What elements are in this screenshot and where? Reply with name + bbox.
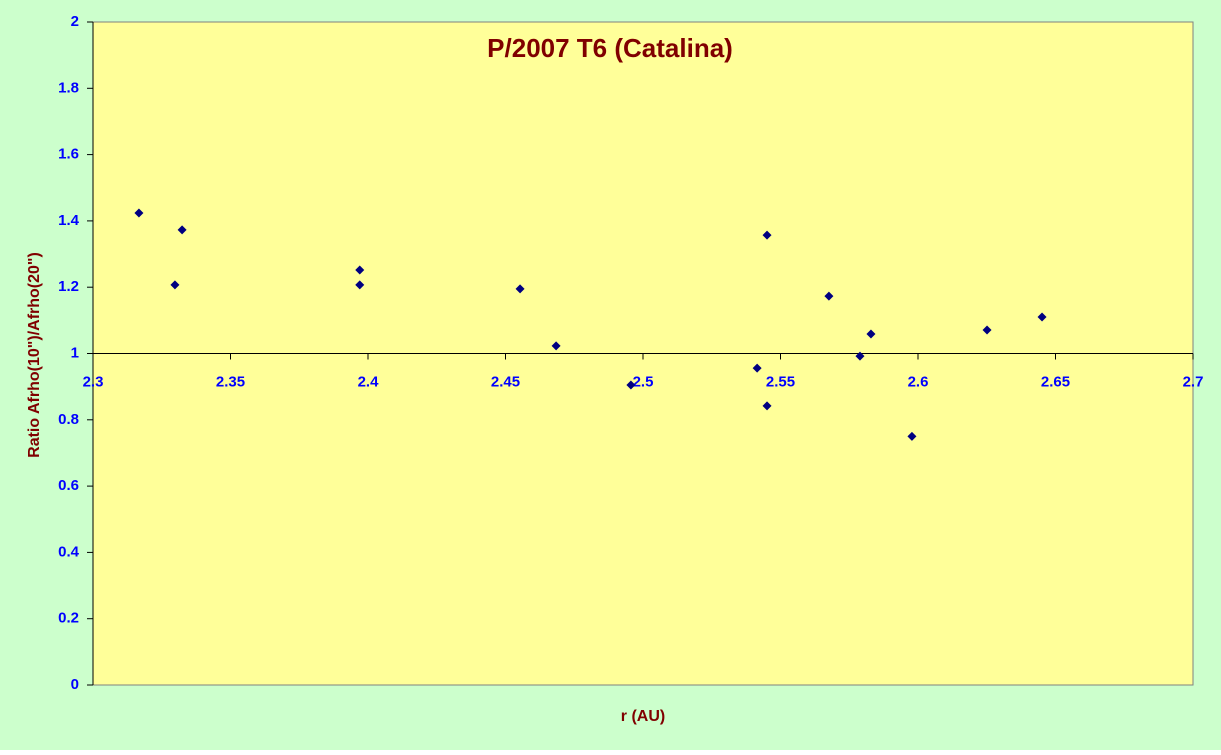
data-point [824,291,834,301]
data-point [355,265,365,275]
y-tick-label: 0.6 [58,477,79,494]
data-point [515,284,525,294]
data-point [866,329,876,339]
data-point [982,325,992,335]
data-point [855,351,865,361]
x-tick-label: 2.45 [491,373,520,390]
data-point [762,230,772,240]
y-tick-label: 1.4 [58,212,80,229]
x-tick-label: 2.6 [908,373,929,390]
x-tick-label: 2.4 [358,373,380,390]
x-tick-label: 2.35 [216,373,245,390]
y-tick-label: 0 [71,676,79,693]
y-tick-label: 2 [71,13,79,30]
chart-title: P/2007 T6 (Catalina) [487,33,733,63]
y-tick-label: 1.2 [58,278,79,295]
data-point [170,280,180,290]
y-axis-label: Ratio Afrho(10")/Afrho(20") [26,252,43,458]
y-tick-label: 1 [71,344,79,361]
x-tick-label: 2.3 [83,373,104,390]
data-point [551,341,561,351]
x-tick-label: 2.5 [633,373,654,390]
data-point [177,225,187,235]
y-tick-label: 0.4 [58,543,80,560]
y-tick-label: 1.8 [58,79,79,96]
data-point [1037,312,1047,322]
x-tick-label: 2.7 [1183,373,1204,390]
data-point [626,380,636,390]
y-tick-label: 0.2 [58,610,79,627]
data-point [752,363,762,373]
data-point [134,208,144,218]
data-point [355,280,365,290]
x-tick-label: 2.65 [1041,373,1070,390]
data-point [907,431,917,441]
x-tick-label: 2.55 [766,373,795,390]
data-point [762,401,772,411]
y-tick-label: 0.8 [58,411,79,428]
y-tick-label: 1.6 [58,146,79,163]
x-axis-label: r (AU) [621,708,665,725]
